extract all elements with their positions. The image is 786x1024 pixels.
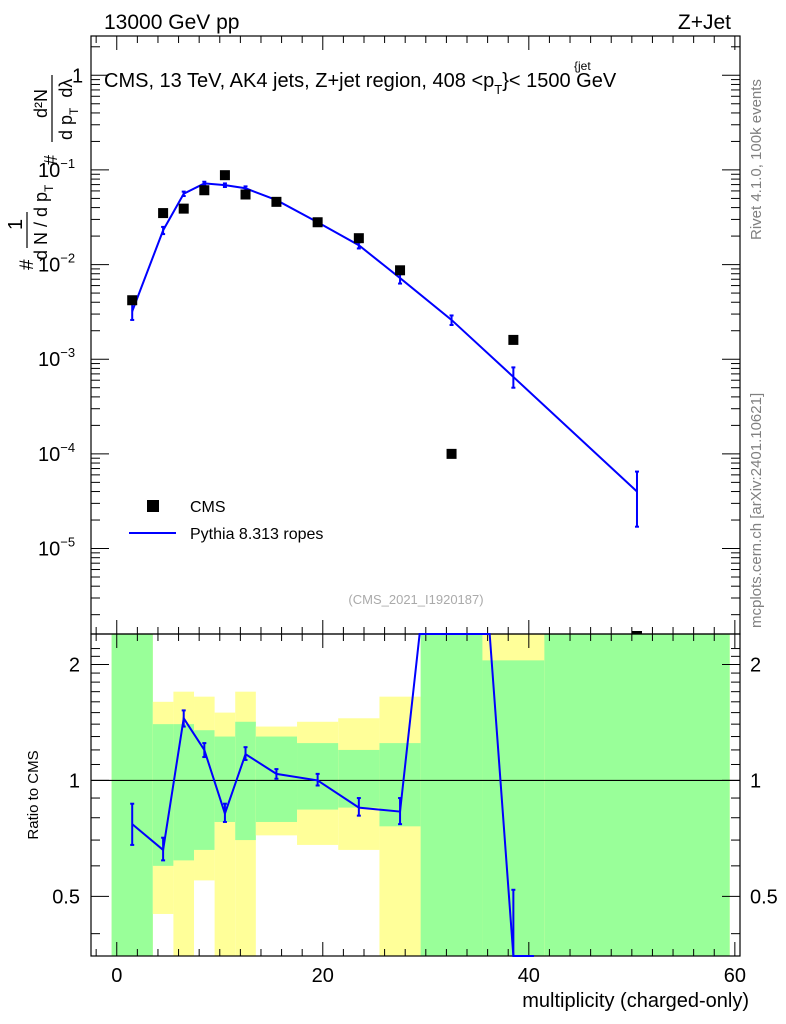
legend-cms-label: CMS bbox=[190, 499, 226, 516]
ratio-line bbox=[131, 633, 534, 957]
main-y-tick-label: 10−2 bbox=[38, 251, 75, 277]
ylabel-one: 1 bbox=[5, 219, 27, 230]
ylabel-numerator: d²N bbox=[31, 89, 51, 118]
main-y-tick-label: 10−3 bbox=[38, 345, 75, 371]
main-y-tick-label: 10−1 bbox=[38, 156, 75, 182]
cms-data-point bbox=[240, 189, 251, 200]
ylabel-denominator: d pTdλ bbox=[56, 79, 81, 140]
ylabel-hash2: # bbox=[41, 155, 61, 165]
ratio-y-tick-label-right: 1 bbox=[750, 770, 761, 792]
main-plot-series bbox=[127, 170, 642, 634]
main-plot-frame bbox=[90, 35, 741, 635]
cms-data-point bbox=[178, 203, 189, 214]
x-axis-ticks: 0 20 40 60 bbox=[95, 36, 746, 987]
ratio-y-axis-label: Ratio to CMS bbox=[25, 750, 42, 839]
ratio-band-green bbox=[194, 730, 215, 850]
main-y-axis-label: # 1 d N / d pT # d²N d pTdλ bbox=[5, 75, 81, 270]
main-y-axis-ticks: 1 10−1 10−2 10−3 10−4 10−5 bbox=[38, 46, 740, 616]
legend-pythia-label: Pythia 8.313 ropes bbox=[190, 526, 323, 543]
ratio-plot-frame bbox=[90, 633, 741, 957]
cms-data-point bbox=[158, 208, 169, 219]
main-plot-title-subscript: T bbox=[494, 82, 502, 97]
x-axis-label: multiplicity (charged-only) bbox=[522, 990, 749, 1012]
main-plot-title: CMS, 13 TeV, AK4 jets, Z+jet region, 408… bbox=[104, 70, 617, 97]
main-y-tick-label: 10−5 bbox=[38, 535, 75, 561]
ratio-band-green bbox=[544, 634, 730, 956]
x-tick-label: 40 bbox=[518, 965, 540, 987]
main-plot-title-text: CMS, 13 TeV, AK4 jets, Z+jet region, 408… bbox=[104, 70, 494, 92]
cms-data-point bbox=[199, 185, 210, 196]
cms-data-point bbox=[508, 334, 519, 345]
ratio-y-axis-ticks: 0.5 0.5 1 1 2 2 bbox=[52, 648, 778, 935]
pythia-line bbox=[131, 182, 638, 493]
cms-data-point bbox=[353, 233, 364, 244]
rivet-version-label: Rivet 4.1.0, 100k events bbox=[748, 79, 765, 240]
x-tick-label: 20 bbox=[312, 965, 334, 987]
ratio-y-tick-label-right: 2 bbox=[750, 654, 761, 676]
ratio-y-tick-label-left: 0.5 bbox=[52, 886, 80, 908]
ratio-plot-series bbox=[130, 633, 534, 957]
mcplots-credit-label: mcplots.cern.ch [arXiv:2401.10621] bbox=[748, 393, 765, 628]
main-plot-title-superscript: {jet bbox=[574, 59, 591, 73]
ratio-uncertainty-bands bbox=[111, 634, 730, 956]
legend-cms-marker bbox=[147, 500, 159, 512]
ylabel-hash: # bbox=[17, 259, 38, 270]
ylabel-dn-dpt: d N / d pT bbox=[31, 184, 56, 260]
ratio-band-green bbox=[420, 634, 483, 956]
cms-data-point bbox=[631, 631, 642, 634]
cms-data-point bbox=[127, 295, 138, 306]
main-y-tick-label: 1 bbox=[72, 65, 83, 87]
x-tick-label: 60 bbox=[724, 965, 746, 987]
ratio-band-green bbox=[173, 724, 195, 861]
cms-data-point bbox=[219, 170, 230, 181]
main-plot-title-tail: }< 1500 GeV bbox=[502, 70, 617, 92]
analysis-watermark: (CMS_2021_I1920187) bbox=[348, 592, 483, 607]
ratio-y-tick-label-left: 1 bbox=[69, 770, 80, 792]
ratio-y-tick-label-right: 0.5 bbox=[750, 886, 778, 908]
x-tick-label: 0 bbox=[111, 965, 122, 987]
ratio-band-yellow bbox=[482, 634, 545, 661]
cms-data-point bbox=[446, 448, 457, 459]
ratio-y-tick-label-left: 2 bbox=[69, 654, 80, 676]
header-left-label: 13000 GeV pp bbox=[104, 11, 239, 34]
cms-data-point bbox=[395, 265, 406, 276]
ratio-band-green bbox=[111, 634, 153, 956]
cms-data-point bbox=[312, 217, 323, 228]
main-y-tick-label: 10−4 bbox=[38, 440, 75, 466]
ratio-band-yellow bbox=[379, 696, 421, 956]
header-right-label: Z+Jet bbox=[678, 11, 731, 34]
ratio-band-green bbox=[152, 724, 174, 866]
cms-data-point bbox=[271, 196, 282, 207]
